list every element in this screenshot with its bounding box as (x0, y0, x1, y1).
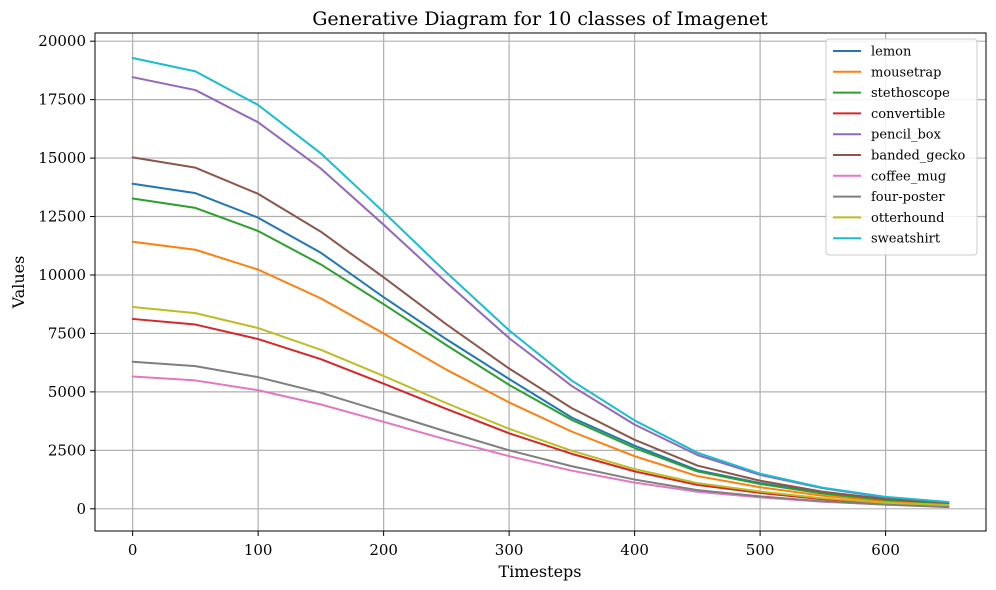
y-tick-label: 5000 (48, 383, 86, 401)
x-tick-label: 100 (244, 541, 273, 559)
legend-label-convertible: convertible (871, 107, 946, 122)
y-axis-label: Values (9, 256, 28, 310)
legend-label-pencil_box: pencil_box (871, 128, 942, 143)
series-line-four-poster (131, 360, 950, 509)
chart-title: Generative Diagram for 10 classes of Ima… (312, 8, 768, 30)
legend-label-sweatshirt: sweatshirt (871, 232, 941, 247)
series-line-sweatshirt (131, 57, 950, 504)
y-tick-label: 17500 (38, 91, 86, 109)
legend-label-stethoscope: stethoscope (871, 86, 950, 101)
y-tick-label: 0 (76, 500, 86, 518)
series-line-otterhound (131, 306, 950, 507)
x-tick-label: 500 (746, 541, 775, 559)
axis-ticks: 0 100 200 300 400 500 600 0 2500 5000 7500 10000 125… (38, 32, 900, 559)
x-tick-label: 300 (495, 541, 524, 559)
legend-label-lemon: lemon (871, 45, 912, 60)
plot-frame (94, 32, 987, 532)
legend: lemon mousetrap stethoscope convertible penc… (825, 38, 978, 256)
x-tick-label: 400 (620, 541, 649, 559)
x-axis-label: Timesteps (499, 562, 582, 581)
x-tick-label: 600 (871, 541, 900, 559)
series-line-banded_gecko (131, 156, 950, 504)
legend-box (825, 38, 978, 256)
x-tick-label: 200 (369, 541, 398, 559)
y-tick-label: 15000 (38, 149, 86, 167)
legend-label-otterhound: otterhound (871, 211, 944, 226)
y-tick-label: 10000 (38, 266, 86, 284)
legend-label-coffee_mug: coffee_mug (871, 169, 946, 184)
series-line-stethoscope (131, 197, 950, 505)
series-line-mousetrap (131, 240, 950, 506)
series-line-convertible (131, 317, 950, 507)
y-tick-label: 20000 (38, 32, 86, 50)
legend-label-banded_gecko: banded_gecko (871, 149, 965, 164)
grid (95, 33, 986, 531)
y-tick-label: 12500 (38, 208, 86, 226)
y-tick-label: 2500 (48, 441, 86, 459)
series-lines (131, 57, 950, 509)
x-tick-label: 0 (128, 541, 138, 559)
y-tick-label: 7500 (48, 324, 86, 342)
legend-label-four-poster: four-poster (871, 190, 945, 205)
legend-label-mousetrap: mousetrap (871, 65, 941, 80)
